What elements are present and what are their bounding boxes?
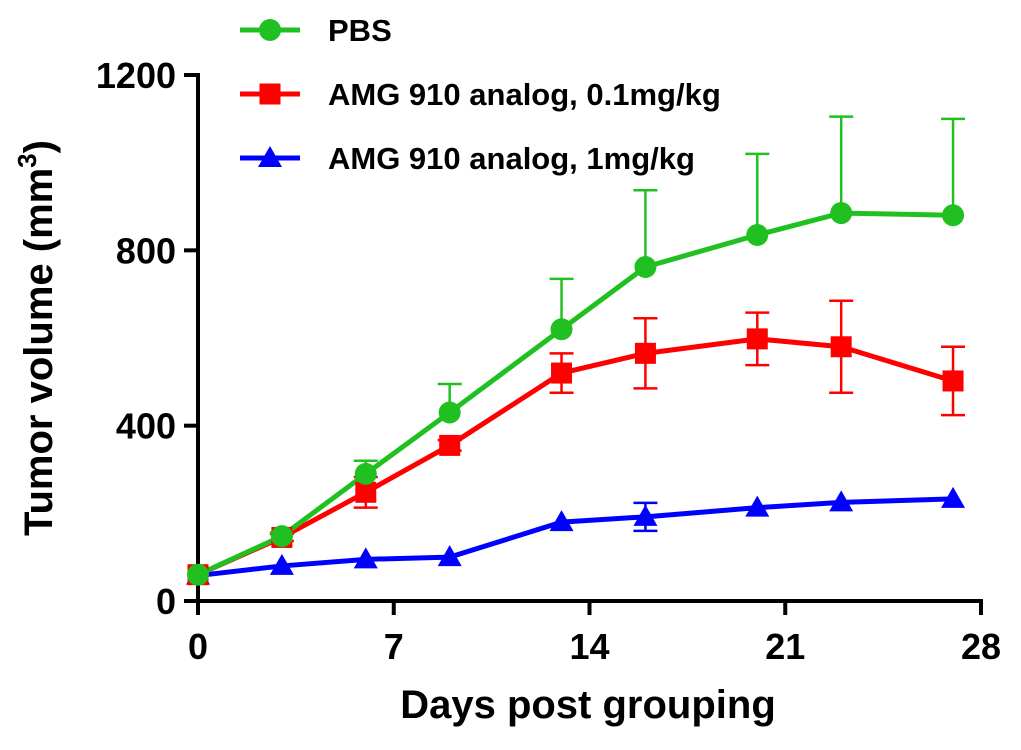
legend-marker-pbs (259, 19, 281, 41)
y-tick-label: 1200 (96, 55, 176, 96)
legend-label-low-dose: AMG 910 analog, 0.1mg/kg (328, 77, 721, 112)
high-dose-point (941, 486, 966, 508)
x-tick-label: 21 (765, 626, 805, 667)
low-dose-point (746, 328, 768, 350)
low-dose-point (830, 336, 852, 358)
y-axis-title-close: ) (17, 140, 61, 153)
y-axis-title-main: Tumor volume (mm (17, 168, 61, 536)
high-dose-point (549, 510, 574, 532)
pbs-point (550, 318, 573, 341)
y-axis-title-superscript: 3 (12, 153, 42, 167)
x-axis-title: Days post grouping (400, 683, 776, 727)
legend-marker-high-dose (258, 146, 282, 167)
series-lines (196, 210, 954, 579)
pbs-point (942, 204, 965, 227)
pbs-point (187, 563, 209, 586)
pbs-point (354, 462, 377, 485)
x-tick-label: 14 (569, 626, 609, 667)
low-dose-point (551, 362, 573, 384)
y-axis-title: Tumor volume (mm3) (12, 140, 61, 536)
high-dose-point (269, 553, 294, 575)
y-tick-label: 400 (116, 406, 176, 447)
low-dose-point (439, 434, 461, 456)
pbs-point (634, 255, 657, 278)
low-dose-point (634, 342, 656, 364)
axes: 0 400 800 1200 0 7 14 21 28 (96, 55, 1001, 667)
legend-label-pbs: PBS (328, 13, 392, 48)
pbs-point (438, 401, 461, 424)
series-markers (186, 202, 966, 586)
legend: PBS AMG 910 analog, 0.1mg/kg AMG 910 analo… (240, 13, 721, 176)
high-dose-point (353, 547, 378, 569)
x-tick-label: 7 (384, 626, 404, 667)
y-tick-label: 0 (156, 581, 176, 622)
low-dose-point (942, 370, 964, 392)
high-dose-point (633, 504, 658, 526)
pbs-point (270, 525, 293, 548)
pbs-point (830, 202, 853, 225)
x-tick-label: 0 (188, 626, 208, 667)
high-dose-point (437, 545, 462, 567)
pbs-point (746, 223, 769, 246)
y-tick-label: 800 (116, 230, 176, 271)
low-dose-line (196, 336, 954, 577)
high-dose-point (745, 495, 770, 517)
low-dose-point (355, 481, 377, 503)
legend-marker-low-dose (259, 83, 281, 105)
x-tick-label: 28 (961, 626, 1001, 667)
legend-label-high-dose: AMG 910 analog, 1mg/kg (328, 141, 695, 176)
high-dose-point (829, 490, 854, 512)
